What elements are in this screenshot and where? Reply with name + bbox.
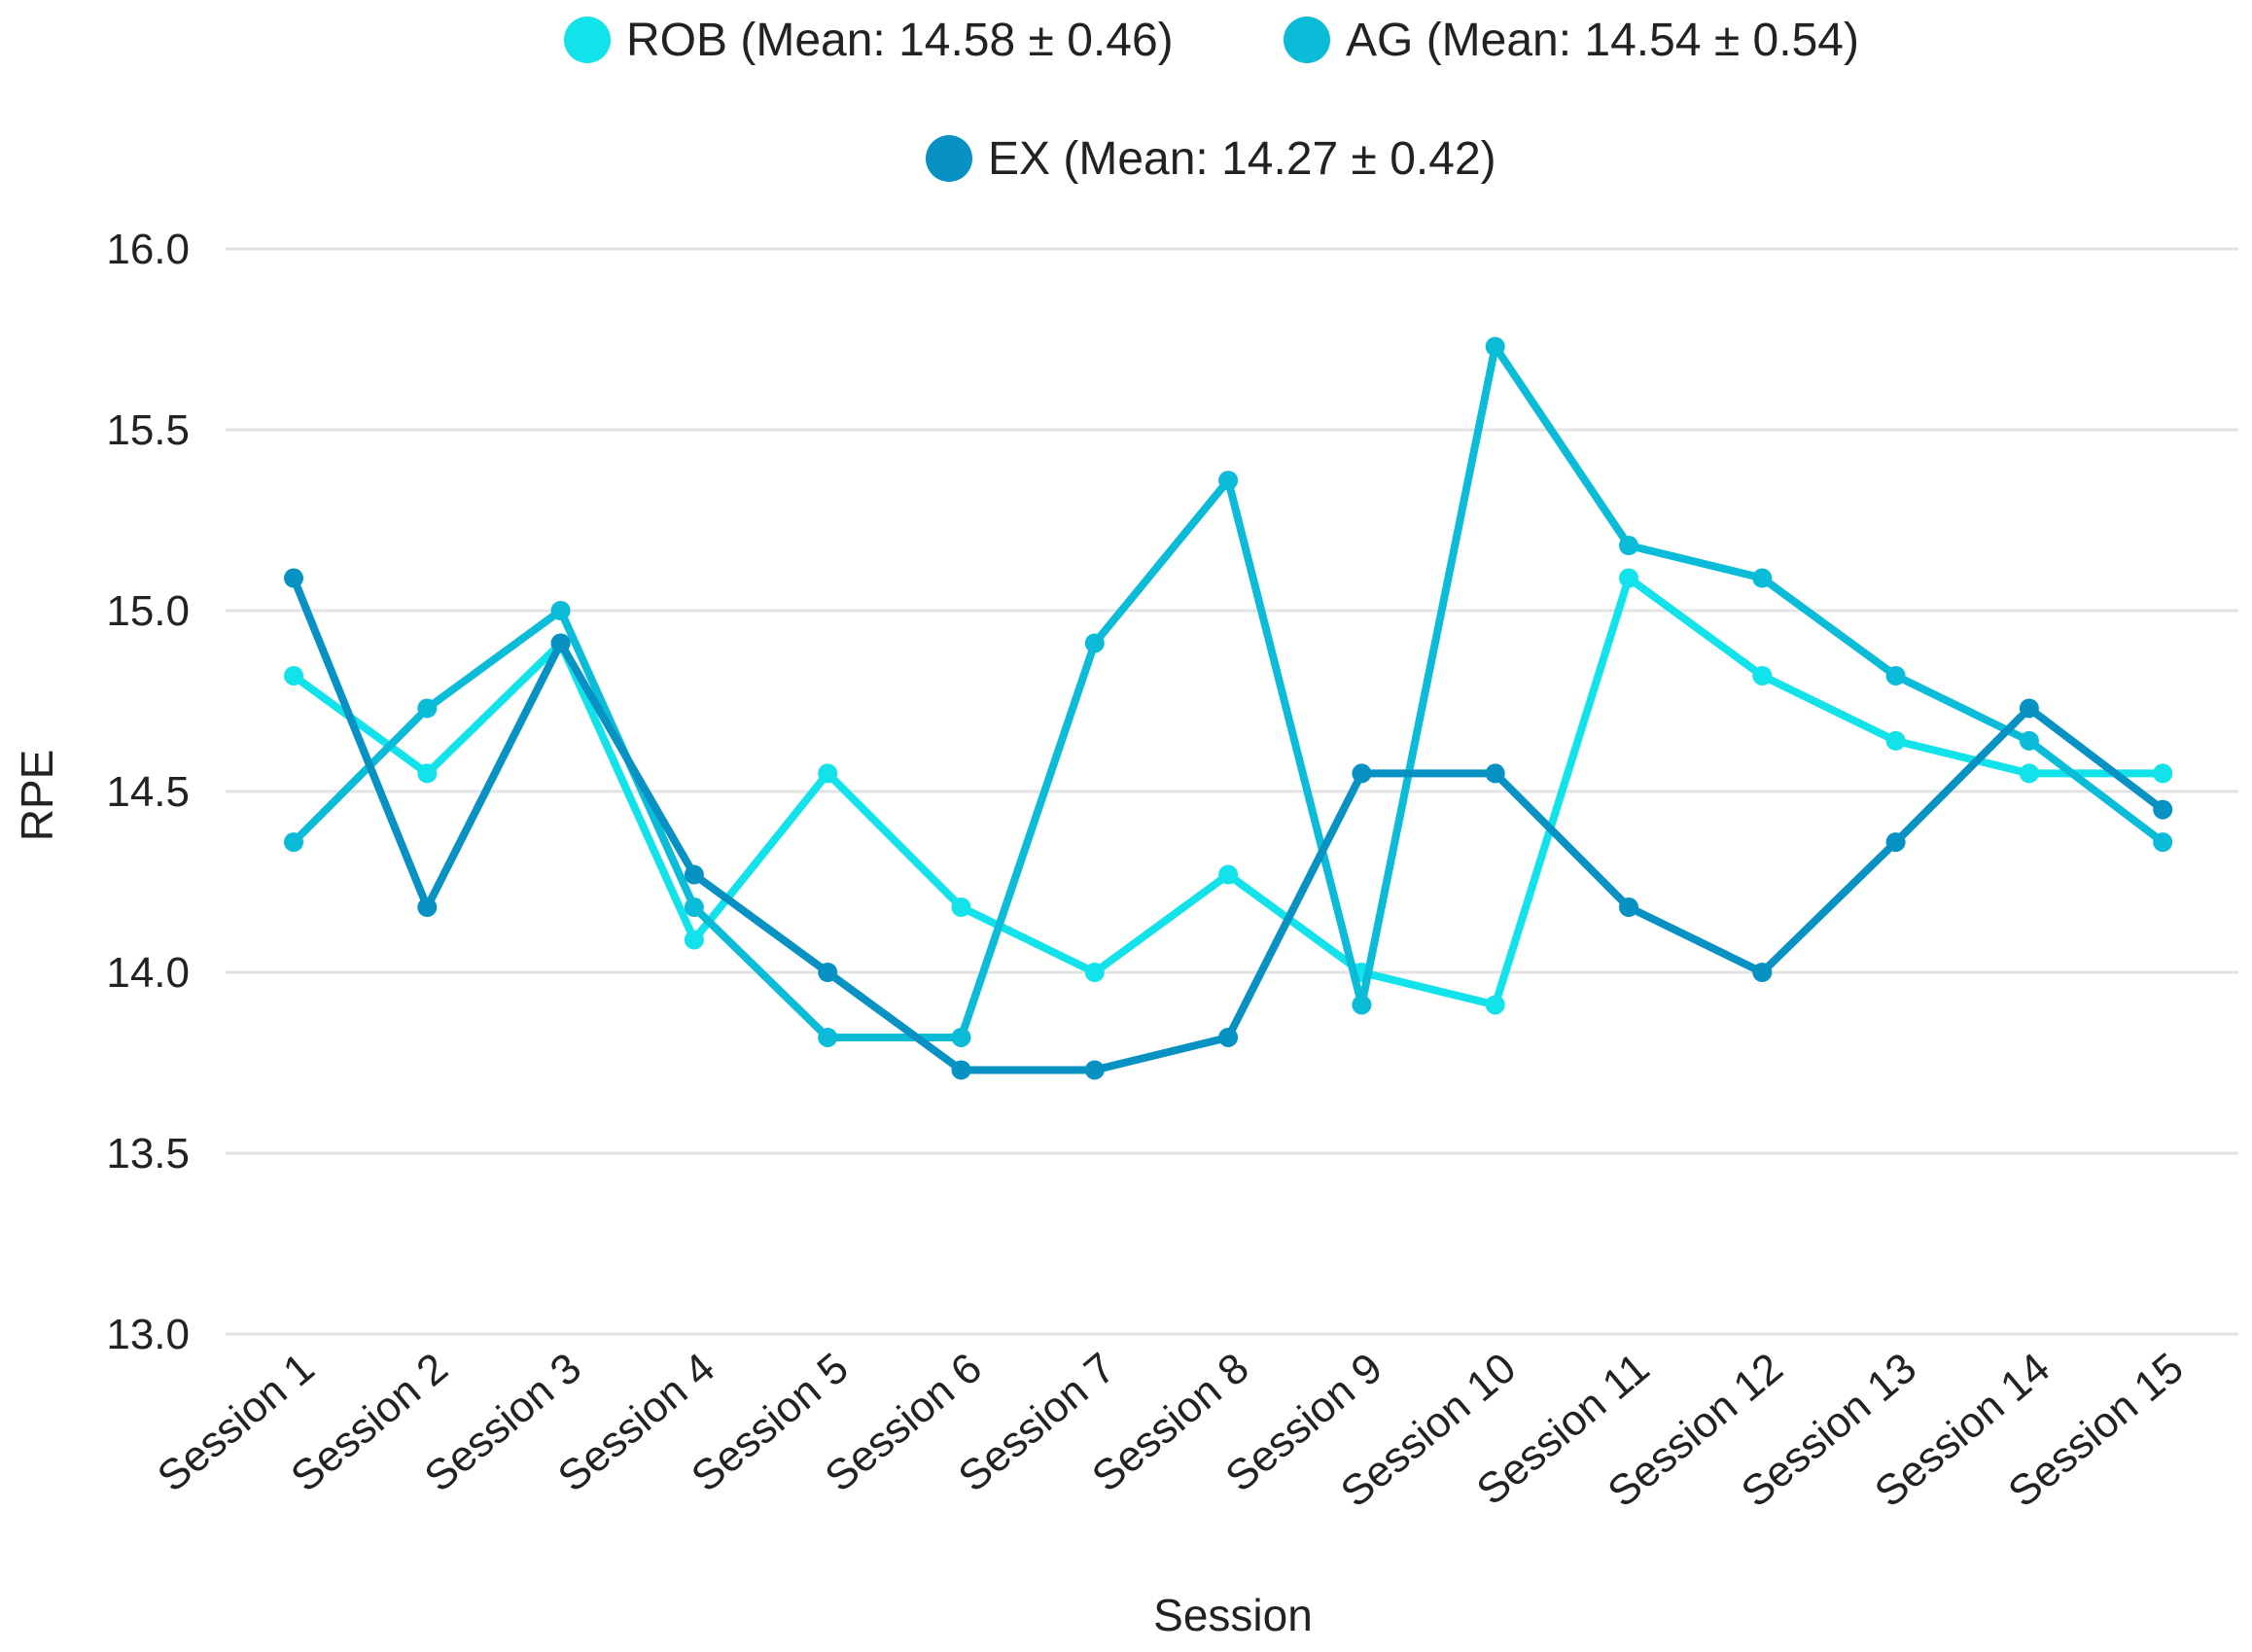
y-tick-label: 15.0 — [106, 587, 190, 635]
data-point-ex — [1619, 897, 1638, 918]
grid-layer: 13.0 13.5 14.0 14.5 15.0 15.5 16.0 — [106, 226, 2238, 1358]
data-point-ex — [417, 897, 438, 918]
data-point-ag — [1218, 471, 1239, 491]
data-point-ex — [1752, 963, 1773, 982]
data-point-ex — [2153, 799, 2173, 820]
data-point-ag — [417, 698, 438, 719]
legend-marker — [926, 135, 972, 182]
data-point-ex — [1352, 763, 1372, 784]
legend-marker — [564, 17, 611, 63]
data-point-ex — [1218, 1027, 1239, 1047]
data-point-ag — [951, 1027, 971, 1047]
y-axis-title: RPE — [12, 750, 62, 842]
data-point-rob — [2153, 763, 2173, 784]
data-point-rob — [1485, 995, 1505, 1015]
data-point-rob — [951, 897, 971, 918]
y-tick-label: 15.5 — [106, 406, 190, 454]
data-point-ag — [550, 601, 571, 620]
data-point-ex — [284, 568, 303, 588]
data-point-ag — [1352, 995, 1372, 1015]
data-point-rob — [417, 763, 438, 784]
data-point-ex — [1485, 763, 1505, 784]
data-point-rob — [1218, 864, 1239, 885]
series-layer — [284, 336, 2173, 1080]
series-line-ex — [290, 574, 2167, 1074]
legend-label: EX (Mean: 14.27 ± 0.42) — [988, 133, 1496, 185]
data-point-rob — [1885, 730, 1906, 751]
x-axis-title: Session — [1153, 1590, 1313, 1640]
legend-label: ROB (Mean: 14.58 ± 0.46) — [626, 15, 1174, 66]
data-point-ag — [2153, 832, 2173, 853]
data-point-rob — [1084, 963, 1105, 982]
legend-label: AG (Mean: 14.54 ± 0.54) — [1346, 15, 1859, 66]
data-point-ag — [2019, 730, 2039, 751]
data-point-ag — [1885, 665, 1906, 685]
legend-marker — [1284, 17, 1330, 63]
series-ex — [284, 568, 2173, 1080]
data-point-ex — [951, 1060, 971, 1080]
legend-item-rob[interactable]: ROB (Mean: 14.58 ± 0.46) — [564, 15, 1174, 66]
data-point-ex — [2019, 698, 2039, 719]
series-line-ag — [290, 342, 2167, 1041]
data-point-ex — [818, 963, 838, 982]
data-point-ag — [1084, 633, 1105, 653]
data-point-rob — [684, 930, 704, 950]
series-ag — [284, 336, 2173, 1047]
data-point-ex — [550, 633, 571, 653]
data-point-ag — [684, 897, 704, 918]
y-tick-label: 16.0 — [106, 226, 190, 273]
data-point-ag — [284, 832, 303, 853]
data-point-rob — [2019, 763, 2039, 784]
y-tick-label: 13.5 — [106, 1130, 190, 1177]
data-point-rob — [1619, 568, 1638, 588]
data-point-ex — [684, 864, 704, 885]
data-point-ag — [1485, 336, 1505, 357]
y-tick-label: 14.5 — [106, 768, 190, 816]
data-point-ex — [1084, 1060, 1105, 1080]
data-point-ag — [1619, 536, 1638, 556]
y-tick-label: 13.0 — [106, 1311, 190, 1358]
legend: ROB (Mean: 14.58 ± 0.46) AG (Mean: 14.54 … — [564, 15, 1859, 185]
data-point-rob — [284, 665, 303, 685]
y-tick-label: 14.0 — [106, 949, 190, 997]
data-point-ag — [818, 1027, 838, 1047]
data-point-ag — [1752, 568, 1773, 588]
data-point-ex — [1885, 832, 1906, 853]
legend-item-ag[interactable]: AG (Mean: 14.54 ± 0.54) — [1284, 15, 1859, 66]
data-point-rob — [818, 763, 838, 784]
data-point-rob — [1752, 665, 1773, 685]
legend-item-ex[interactable]: EX (Mean: 14.27 ± 0.42) — [926, 133, 1496, 185]
